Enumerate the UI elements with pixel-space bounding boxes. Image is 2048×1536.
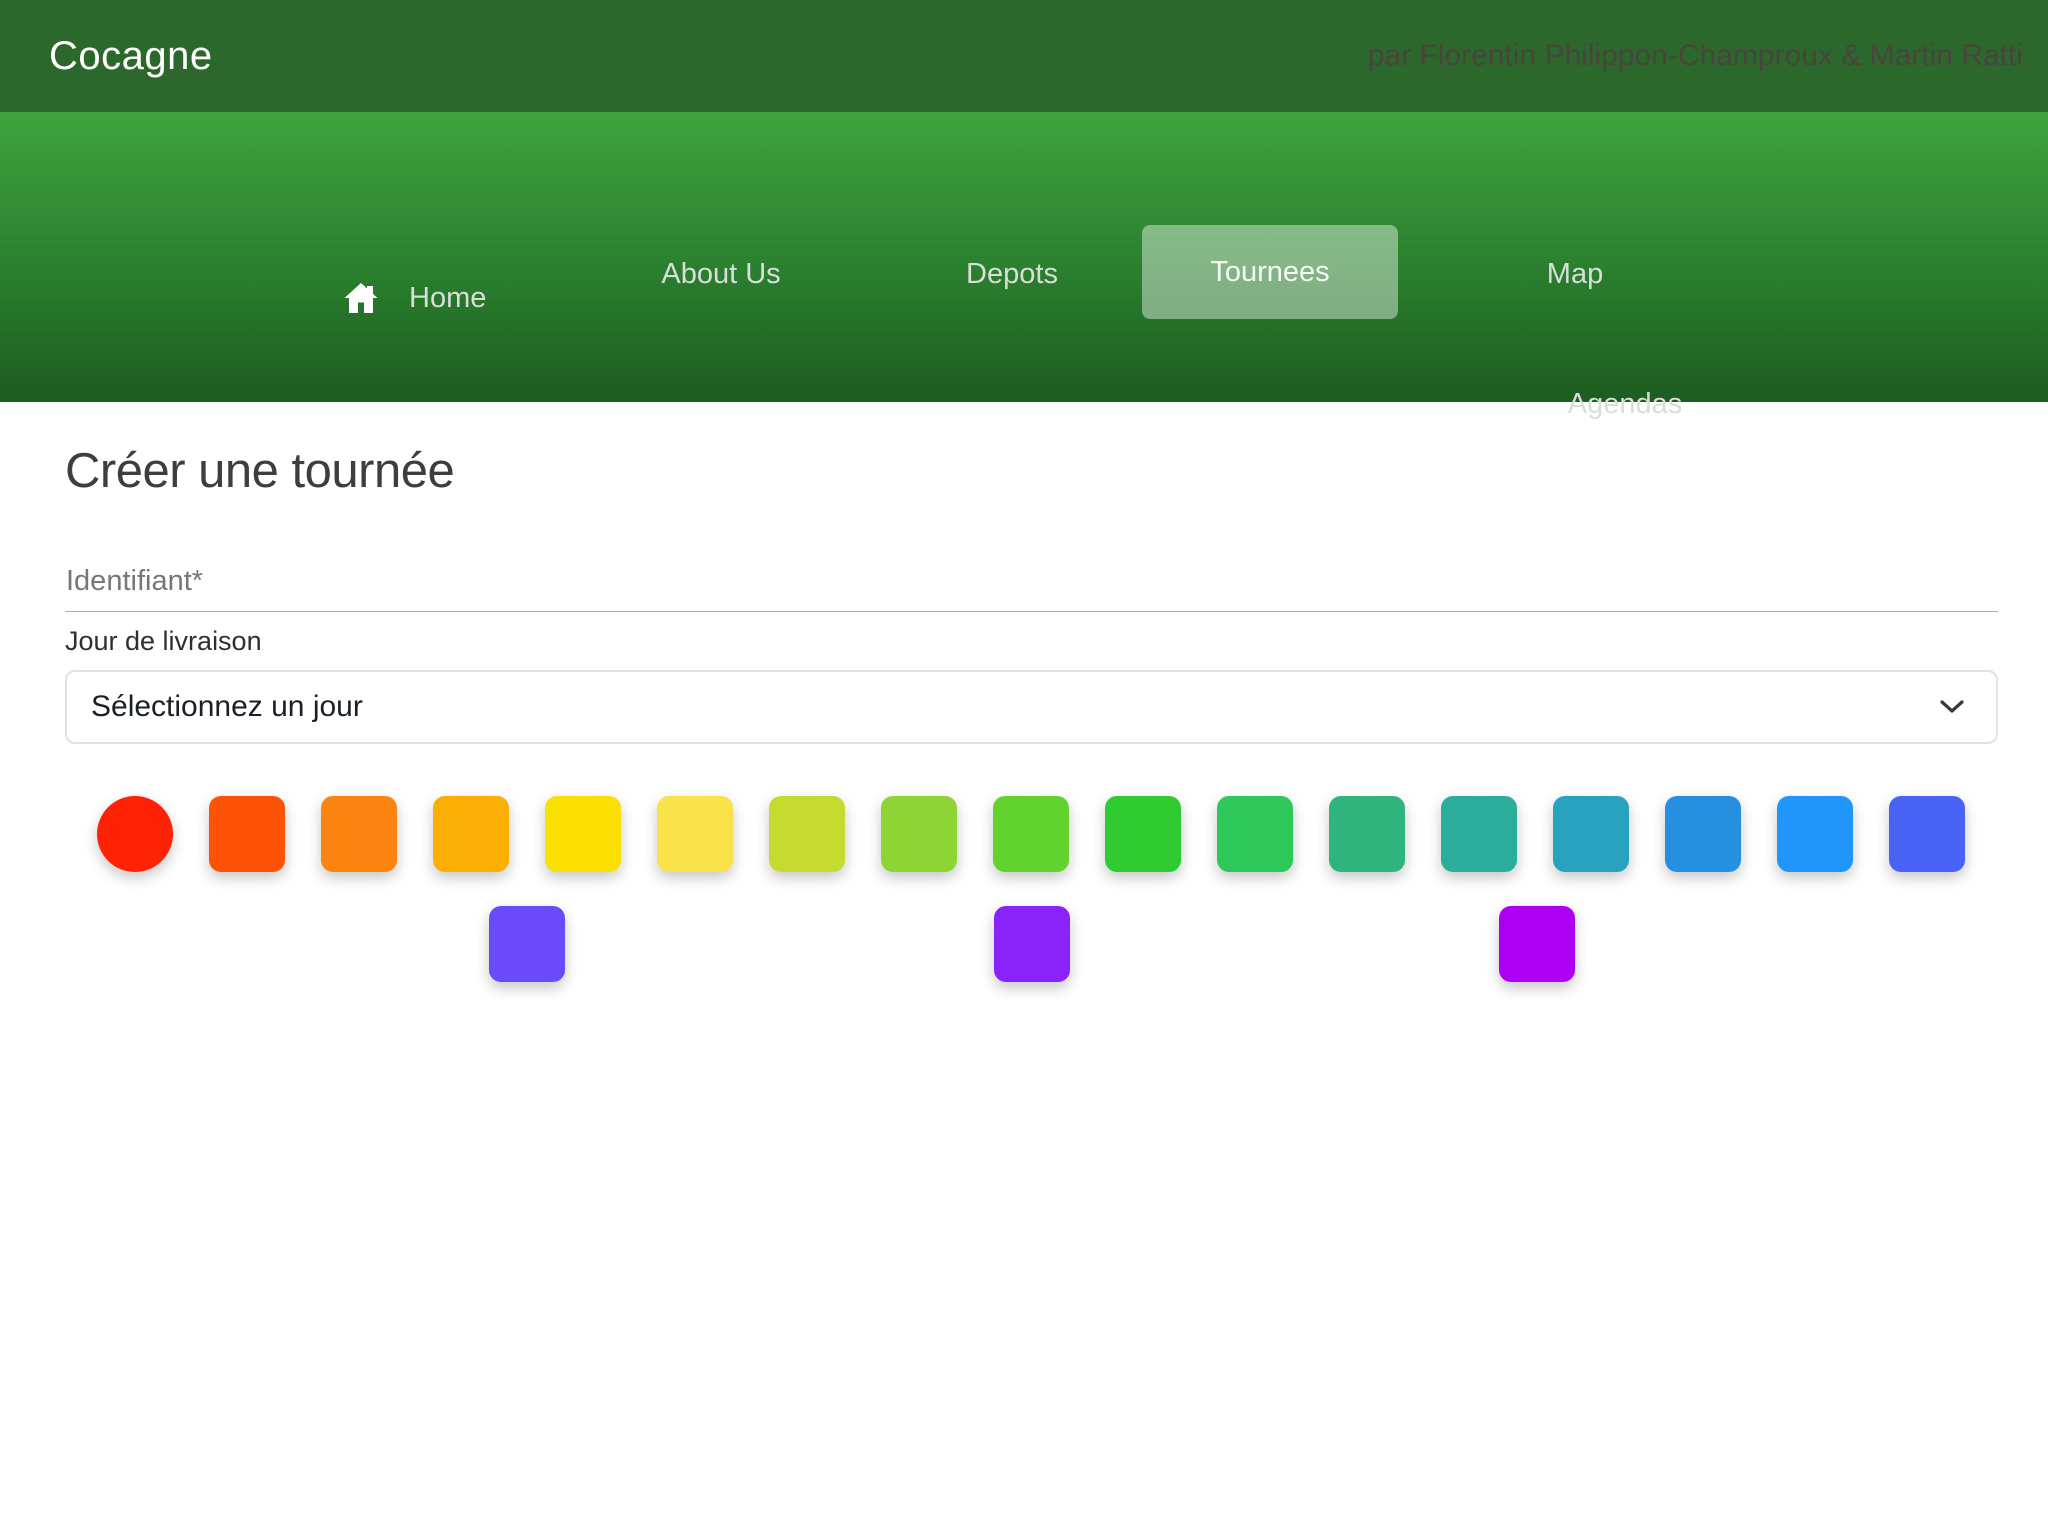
color-swatch[interactable] [1217, 796, 1293, 873]
top-bar: Cocagne par Florentin Philippon-Champrou… [0, 0, 2048, 112]
palette-row-2 [65, 906, 1998, 983]
palette-row-1 [65, 796, 1998, 873]
nav-item-label: Agendas [1567, 388, 1683, 420]
color-swatch[interactable] [1105, 796, 1181, 873]
brand-title[interactable]: Cocagne [49, 33, 213, 78]
color-swatch[interactable] [433, 796, 509, 873]
day-select[interactable]: Sélectionnez un jour [65, 670, 1998, 745]
color-swatch[interactable] [1889, 796, 1965, 873]
nav-item-about-us[interactable]: About Us [661, 258, 780, 291]
nav-item-label: Depots [966, 258, 1058, 290]
color-swatch[interactable] [545, 796, 621, 873]
home-icon [343, 280, 379, 316]
chevron-down-icon [1940, 700, 1964, 714]
color-swatch[interactable] [1553, 796, 1629, 873]
color-swatch[interactable] [488, 906, 565, 983]
nav-item-home[interactable]: Home [343, 280, 486, 316]
color-swatch[interactable] [881, 796, 957, 873]
nav-item-tournees-active[interactable]: Tournees [1142, 225, 1398, 319]
color-swatch[interactable] [1777, 796, 1853, 873]
create-tour-page: Créer une tournée Jour de livraison Séle… [0, 402, 2048, 983]
color-swatch[interactable] [97, 796, 173, 873]
credit-text: par Florentin Philippon-Champroux & Mart… [1367, 39, 2023, 72]
identifiant-field [65, 565, 1998, 613]
color-swatch[interactable] [993, 906, 1070, 983]
nav-item-label: Tournees [1210, 255, 1330, 288]
color-swatch[interactable] [1441, 796, 1517, 873]
nav-item-map[interactable]: Map [1547, 258, 1603, 291]
nav-item-agendas[interactable]: Agendas [1568, 388, 1683, 421]
color-swatch[interactable] [657, 796, 733, 873]
nav-item-depots[interactable]: Depots [966, 258, 1058, 291]
color-swatch[interactable] [1498, 906, 1575, 983]
color-swatch[interactable] [321, 796, 397, 873]
identifiant-input[interactable] [65, 565, 1998, 613]
nav-item-label: Home [409, 281, 487, 314]
color-swatch[interactable] [209, 796, 285, 873]
color-swatch[interactable] [769, 796, 845, 873]
jour-de-livraison-label: Jour de livraison [65, 626, 262, 657]
day-select-value: Sélectionnez un jour [91, 690, 363, 724]
main-nav: Home About Us Depots Tournees Map Agenda… [0, 112, 2048, 420]
nav-item-label: Map [1546, 258, 1604, 290]
color-swatch[interactable] [1329, 796, 1405, 873]
color-swatch[interactable] [993, 796, 1069, 873]
nav-item-label: About Us [661, 258, 781, 290]
color-palette [65, 796, 1998, 983]
page-title: Créer une tournée [65, 444, 455, 498]
color-swatch[interactable] [1665, 796, 1741, 873]
